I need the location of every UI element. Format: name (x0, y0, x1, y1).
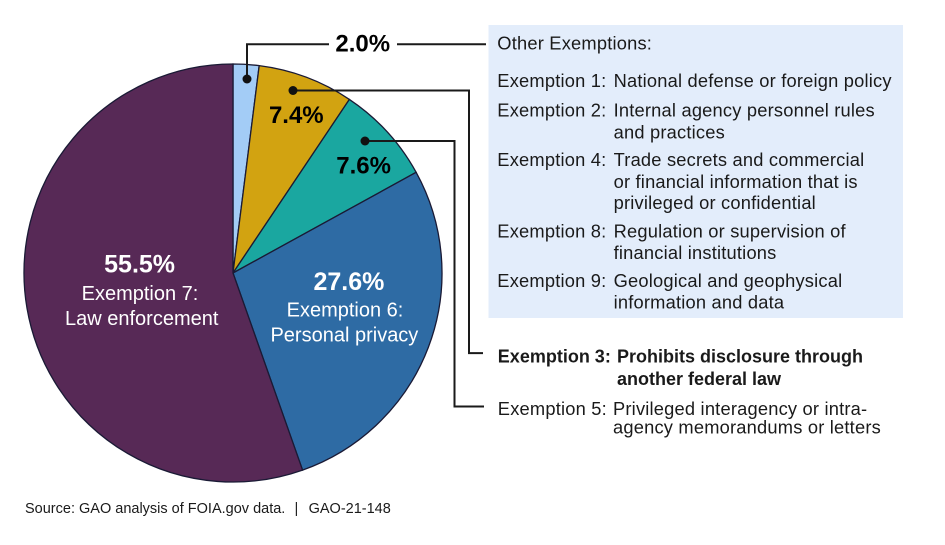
svg-text:another federal law: another federal law (617, 369, 782, 389)
svg-text:Exemption 4: Trade secrets and: Exemption 4: Trade secrets and commercia… (497, 149, 864, 170)
svg-text:Source: GAO analysis of FOIA.g: Source: GAO analysis of FOIA.gov data. | G… (25, 501, 391, 517)
svg-text:agency memorandums or letters: agency memorandums or letters (613, 417, 881, 438)
svg-text:Exemption 5: Privileged intera: Exemption 5: Privileged interagency or i… (498, 398, 868, 419)
svg-text:27.6%: 27.6% (313, 268, 384, 296)
svg-text:2.0%: 2.0% (335, 30, 390, 57)
svg-text:Exemption 2: Internal agency p: Exemption 2: Internal agency personnel r… (497, 100, 875, 121)
svg-text:information and data: information and data (614, 291, 785, 312)
svg-text:55.5%: 55.5% (104, 251, 175, 279)
svg-text:Exemption 1: National defense: Exemption 1: National defense or foreign… (497, 70, 892, 91)
svg-text:7.6%: 7.6% (336, 152, 391, 179)
svg-text:or financial information that: or financial information that is (614, 171, 858, 192)
svg-text:Exemption 6:: Exemption 6: (287, 299, 404, 321)
svg-text:Exemption 8: Regulation or sup: Exemption 8: Regulation or supervision o… (497, 220, 846, 241)
svg-text:Law enforcement: Law enforcement (65, 308, 219, 330)
svg-text:and practices: and practices (614, 122, 725, 143)
svg-text:privileged or confidential: privileged or confidential (614, 192, 816, 213)
svg-text:Personal privacy: Personal privacy (270, 324, 418, 346)
svg-text:financial institutions: financial institutions (614, 242, 777, 263)
svg-text:Exemption 7:: Exemption 7: (82, 283, 199, 305)
svg-text:Other Exemptions:: Other Exemptions: (497, 33, 652, 54)
svg-text:Exemption 9: Geological and ge: Exemption 9: Geological and geophysical (497, 270, 842, 291)
svg-text:7.4%: 7.4% (269, 102, 324, 129)
svg-text:Exemption 3: Prohibits disclos: Exemption 3: Prohibits disclosure throug… (498, 347, 863, 367)
